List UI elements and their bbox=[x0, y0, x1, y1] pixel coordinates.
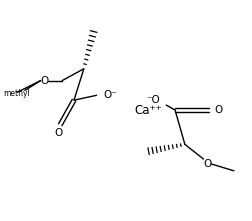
Text: ⁻O: ⁻O bbox=[147, 95, 160, 105]
Text: O: O bbox=[203, 159, 212, 169]
Text: O: O bbox=[54, 128, 62, 138]
Text: Ca⁺⁺: Ca⁺⁺ bbox=[135, 103, 163, 116]
Text: O: O bbox=[40, 76, 49, 86]
Text: O⁻: O⁻ bbox=[103, 90, 117, 100]
Text: O: O bbox=[214, 105, 223, 115]
Text: methyl: methyl bbox=[4, 89, 30, 98]
